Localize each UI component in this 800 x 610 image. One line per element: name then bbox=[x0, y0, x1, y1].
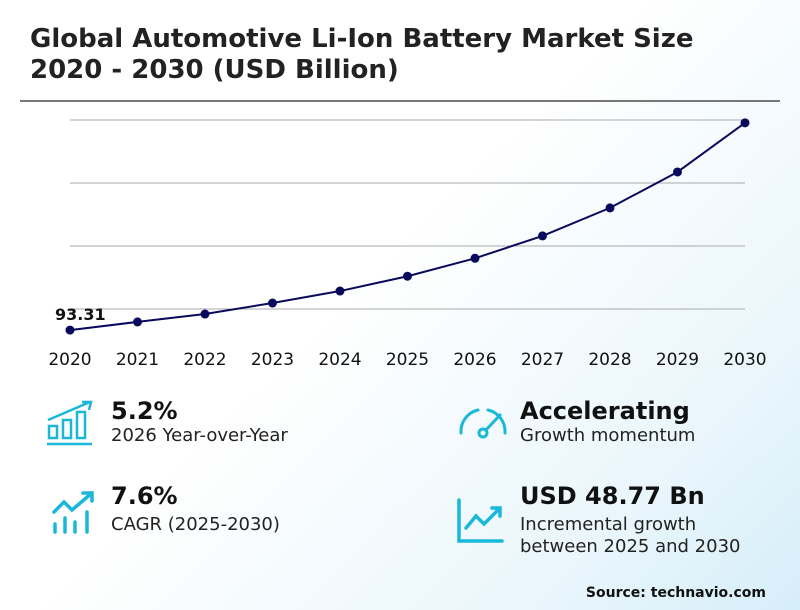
data-point bbox=[200, 309, 210, 319]
data-point bbox=[470, 253, 480, 263]
kpi-momentum: Accelerating Growth momentum bbox=[520, 397, 695, 447]
data-point bbox=[605, 203, 615, 213]
kpi-label: CAGR (2025-2030) bbox=[111, 514, 280, 535]
kpi-incremental: USD 48.77 Bn Incremental growth between … bbox=[520, 482, 740, 558]
x-tick-label: 2021 bbox=[116, 350, 159, 370]
kpi-label: 2026 Year-over-Year bbox=[111, 425, 288, 446]
source-credit: Source: technavio.com bbox=[585, 585, 766, 601]
data-point bbox=[538, 231, 547, 241]
x-tick-label: 2028 bbox=[588, 350, 631, 370]
line-chart-up-icon bbox=[457, 498, 504, 543]
data-point bbox=[133, 317, 142, 327]
data-point bbox=[65, 325, 75, 335]
data-label: 93.31 bbox=[55, 305, 106, 324]
kpi-value: USD 48.77 Bn bbox=[520, 482, 705, 510]
x-tick-label: 2022 bbox=[183, 350, 226, 370]
x-tick-label: 2025 bbox=[386, 350, 429, 370]
kpi-cagr: 7.6% CAGR (2025-2030) bbox=[111, 482, 280, 536]
x-tick-label: 2024 bbox=[318, 350, 361, 370]
trend-up-bars-icon bbox=[52, 491, 94, 534]
title-line-2: 2020 - 2030 (USD Billion) bbox=[30, 55, 399, 85]
series-line bbox=[69, 122, 746, 332]
x-tick-label: 2026 bbox=[453, 350, 496, 370]
data-point bbox=[268, 298, 277, 308]
data-point bbox=[673, 167, 682, 177]
kpi-value: 7.6% bbox=[111, 482, 178, 510]
bar-chart-growth-icon bbox=[47, 400, 93, 446]
data-point bbox=[403, 271, 412, 281]
title-line-1: Global Automotive Li-Ion Battery Market … bbox=[30, 24, 694, 54]
kpi-label: Growth momentum bbox=[520, 425, 696, 446]
kpi-yoy: 5.2% 2026 Year-over-Year bbox=[111, 397, 288, 447]
speedometer-icon bbox=[459, 408, 507, 439]
x-tick-label: 2020 bbox=[48, 350, 91, 370]
x-tick-label: 2027 bbox=[521, 350, 564, 370]
chart-title: Global Automotive Li-Ion Battery Market … bbox=[30, 24, 693, 86]
x-tick-label: 2029 bbox=[656, 350, 699, 370]
title-divider bbox=[20, 100, 780, 102]
line-chart: 2020 2021 2022 2023 2024 2025 2026 2027 2028 2029… bbox=[48, 118, 767, 370]
data-point bbox=[335, 286, 345, 296]
kpi-value: 5.2% bbox=[111, 397, 178, 425]
kpi-value: Accelerating bbox=[520, 397, 690, 425]
x-tick-label: 2030 bbox=[723, 350, 766, 370]
kpi-label-2: between 2025 and 2030 bbox=[520, 536, 741, 557]
data-point bbox=[740, 118, 750, 128]
x-tick-label: 2023 bbox=[251, 350, 294, 370]
kpi-label: Incremental growth bbox=[520, 514, 697, 535]
